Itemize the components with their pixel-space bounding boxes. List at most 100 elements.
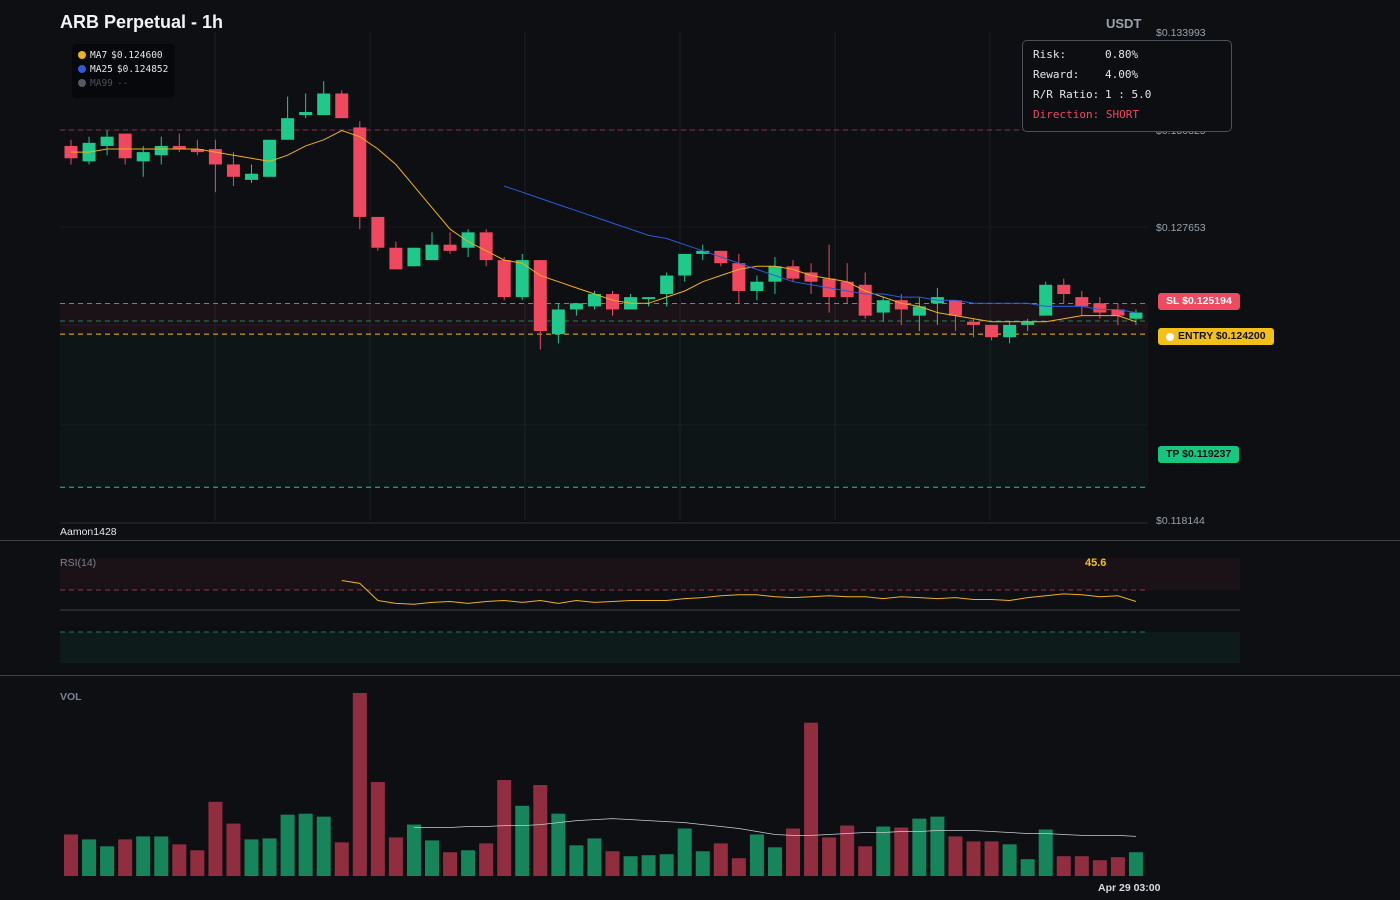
take-profit-tag[interactable]: TP $0.119237 xyxy=(1158,446,1240,463)
quote-currency: USDT xyxy=(1106,16,1142,31)
candle-up xyxy=(1039,284,1053,316)
volume-ma-line xyxy=(413,818,1137,837)
entry-tag-label: ENTRY $0.124200 xyxy=(1178,330,1266,342)
ma-legend: MA7 $0.124600 MA25 $0.124852 MA99 -- xyxy=(72,44,175,98)
candle-up xyxy=(587,294,601,307)
volume-bar-up xyxy=(280,814,295,876)
volume-bar-up xyxy=(587,838,602,876)
volume-bar-down xyxy=(1110,857,1125,876)
volume-bar-up xyxy=(82,839,97,876)
stop-loss-tag[interactable]: SL $0.125194 xyxy=(1158,293,1240,310)
volume-bar-up xyxy=(930,816,945,876)
volume-bar-down xyxy=(208,801,223,876)
volume-bar-up xyxy=(100,846,115,876)
candle-down xyxy=(967,321,980,325)
candle-up xyxy=(750,281,764,291)
legend-ma25-value: $0.124852 xyxy=(116,63,169,75)
candle-down xyxy=(858,284,872,316)
entry-tag[interactable]: ENTRY $0.124200 xyxy=(1158,328,1274,345)
candle-up xyxy=(515,260,529,298)
volume-bar-down xyxy=(984,841,999,876)
volume-bar-down xyxy=(334,842,349,876)
candle-down xyxy=(1093,303,1107,313)
risk-zone xyxy=(60,303,1148,335)
volume-bar-up xyxy=(569,845,584,876)
legend-ma7: MA7 $0.124600 xyxy=(78,48,175,62)
volume-bar-up xyxy=(425,840,439,876)
volume-bar-down xyxy=(948,836,963,876)
entry-dot-icon xyxy=(1166,332,1174,341)
candle-down xyxy=(948,300,962,316)
pane-divider-volume[interactable] xyxy=(0,675,1400,676)
ratio-row: R/R Ratio: 1 : 5.0 xyxy=(1033,85,1221,105)
candle-up xyxy=(678,253,692,276)
volume-bar-up xyxy=(1002,844,1017,876)
candle-down xyxy=(840,281,854,298)
candle-down xyxy=(1075,297,1089,307)
volume-bar-up xyxy=(316,816,331,876)
candle-up xyxy=(299,112,313,116)
volume-bar-down xyxy=(822,837,837,876)
volume-bar-down xyxy=(966,841,981,876)
rsi-line xyxy=(341,580,1137,605)
volume-bar-down xyxy=(172,844,187,876)
volume-bar-up xyxy=(461,850,476,876)
candle-down xyxy=(804,272,818,282)
candle-down xyxy=(1111,309,1125,316)
price-tick-bottom: $0.118144 xyxy=(1156,515,1205,527)
price-tick-top: $0.133993 xyxy=(1156,27,1206,39)
volume-bar-down xyxy=(858,846,873,876)
legend-ma7-label: MA7 xyxy=(90,49,108,61)
volume-bar-down xyxy=(226,823,241,876)
rsi-overbought-zone xyxy=(60,558,1240,590)
volume-bar-up xyxy=(1020,859,1035,876)
candle-up xyxy=(136,152,150,162)
candle-down xyxy=(606,294,619,310)
candle-up xyxy=(100,136,114,146)
candle-down xyxy=(985,324,999,338)
ma7-line xyxy=(71,129,1137,323)
legend-ma25-label: MA25 xyxy=(90,63,113,75)
volume-bar-down xyxy=(1056,856,1071,876)
volume-bar-up xyxy=(406,824,421,876)
candle-down xyxy=(226,164,240,177)
candle-up xyxy=(551,309,565,335)
volume-bar-down xyxy=(731,858,746,876)
volume-bar-up xyxy=(641,855,656,876)
candle-down xyxy=(894,300,908,310)
candle-up xyxy=(425,244,439,261)
volume-bar-down xyxy=(497,780,512,876)
volume-bar-up xyxy=(623,856,638,876)
ma25-dot-icon xyxy=(78,65,86,73)
ratio-label: R/R Ratio: xyxy=(1033,88,1100,101)
legend-ma99-value: -- xyxy=(116,77,129,89)
rsi-oversold-zone xyxy=(60,632,1240,663)
candle-up xyxy=(407,247,421,267)
volume-bar-up xyxy=(551,813,566,876)
volume-bar-up xyxy=(677,828,692,876)
rsi-label: RSI(14) xyxy=(60,557,97,569)
candle-down xyxy=(786,266,800,279)
candle-down xyxy=(497,260,511,298)
volume-bar-down xyxy=(118,839,133,876)
volume-bar-down xyxy=(479,843,494,876)
volume-bar-up xyxy=(136,836,151,876)
pane-divider-rsi[interactable] xyxy=(0,540,1400,541)
volume-bar-up xyxy=(1038,829,1053,876)
ma7-dot-icon xyxy=(78,51,86,59)
reward-zone xyxy=(60,334,1148,487)
direction-label: Direction: xyxy=(1033,108,1100,121)
direction-row: Direction: SHORT xyxy=(1033,105,1221,125)
legend-ma25: MA25 $0.124852 xyxy=(78,62,175,76)
candle-down xyxy=(118,133,132,159)
rsi-value: 45.6 xyxy=(1085,557,1107,569)
candle-up xyxy=(768,266,782,282)
volume-bar-up xyxy=(298,813,313,876)
direction-value: SHORT xyxy=(1105,108,1139,121)
candle-down xyxy=(389,247,403,270)
reward-row: Reward: 4.00% xyxy=(1033,65,1221,85)
volume-bar-down xyxy=(1074,856,1089,876)
ma99-dot-icon xyxy=(78,79,86,87)
volume-bar-up xyxy=(749,834,764,876)
